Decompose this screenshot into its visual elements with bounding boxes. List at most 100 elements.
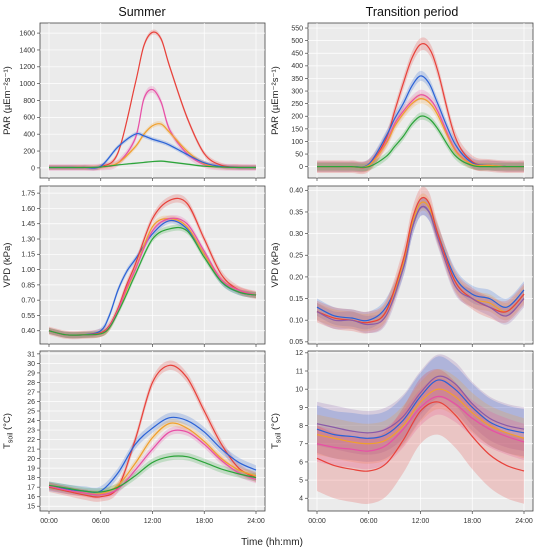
y-axis-label: PAR (µEm⁻²s⁻¹) [270, 66, 281, 135]
x-tick-label: 24:00 [515, 518, 533, 525]
y-tick-label: 250 [291, 101, 303, 108]
series-group [317, 37, 525, 175]
y-tick-label: 21 [27, 446, 35, 453]
y-tick-label: 16 [27, 494, 35, 501]
series-group [49, 29, 257, 171]
y-axis-label: Tsoil (°C) [2, 413, 15, 449]
y-tick-label: 0.25 [289, 253, 303, 260]
confidence-band-purple [317, 354, 524, 455]
confidence-band-orange [49, 419, 256, 499]
y-tick-label: 350 [291, 76, 303, 83]
y-tick-label: 27 [27, 389, 35, 396]
y-tick-label: 1.60 [21, 206, 35, 213]
y-tick-label: 25 [27, 408, 35, 415]
series-line-pink [316, 395, 525, 452]
y-tick-label: 11 [296, 368, 303, 375]
y-tick-label: 28 [27, 380, 35, 387]
x-tick-label: 12:00 [144, 518, 162, 525]
confidence-band-pink [317, 89, 524, 173]
confidence-band-green [317, 112, 524, 172]
gridlines [40, 186, 265, 344]
y-axis-label: VPD (kPa) [270, 243, 281, 288]
y-tick-label: 26 [27, 399, 35, 406]
y-tick-label: 0.30 [289, 231, 303, 238]
y-tick-label: 22 [27, 437, 35, 444]
y-tick-label: 17 [27, 485, 35, 492]
y-tick-label: 50 [295, 151, 303, 158]
y-tick-label: 0.70 [21, 298, 35, 305]
x-tick-label: 06:00 [92, 518, 110, 525]
y-tick-label: 0.55 [21, 313, 35, 320]
y-tick-label: 5 [299, 477, 303, 484]
confidence-band-red [317, 369, 524, 504]
y-tick-label: 1600 [19, 31, 35, 38]
y-tick-label: 0 [299, 164, 303, 171]
confidence-band-orange [317, 369, 524, 464]
y-tick-label: 0.10 [289, 318, 303, 325]
y-tick-label: 500 [291, 38, 303, 45]
panel-transition-tsoil: 4 5 6 7 8 9 10 11 12 00:00 06:00 12:00 18:00 24:00 Tso… [270, 350, 534, 525]
y-axis-label: VPD (kPa) [2, 243, 13, 288]
y-tick-label: 29 [27, 370, 35, 377]
x-axis-title: Time (hh:mm) [241, 537, 303, 548]
confidence-band-orange [317, 93, 524, 173]
y-tick-label: 200 [23, 148, 35, 155]
y-tick-label: 1.00 [21, 267, 35, 274]
panel-summer-tsoil: 15 16 17 18 19 20 21 22 23 24 25 26 27 28 29 30 31 00:00 0… [2, 350, 266, 525]
series-line-green [48, 226, 257, 336]
y-tick-label: 300 [291, 88, 303, 95]
y-tick-label: 18 [27, 475, 35, 482]
y-tick-label: 0 [31, 165, 35, 172]
series-group [48, 194, 257, 340]
confidence-band-blue [317, 356, 524, 462]
y-tick-label: 31 [27, 351, 35, 358]
x-tick-label: 06:00 [360, 518, 378, 525]
series-line-pink [48, 429, 257, 496]
y-tick-label: 0.35 [289, 209, 303, 216]
y-tick-label: 550 [291, 25, 303, 32]
confidence-band-red [317, 186, 524, 334]
y-tick-label: 20 [27, 456, 35, 463]
y-tick-label: 30 [27, 361, 35, 368]
y-tick-label: 0.15 [289, 296, 303, 303]
series-line-red [48, 364, 257, 498]
y-tick-label: 1400 [19, 47, 35, 54]
confidence-band-blue [317, 70, 524, 173]
y-tick-label: 200 [291, 114, 303, 121]
confidence-band-red [317, 37, 524, 175]
x-tick-label: 00:00 [40, 518, 58, 525]
series-group [316, 354, 525, 504]
series-line-red [316, 401, 525, 472]
series-group [316, 186, 525, 334]
y-tick-label: 1000 [19, 81, 35, 88]
y-tick-label: 1200 [19, 64, 35, 71]
y-tick-label: 1.75 [21, 191, 35, 198]
y-tick-label: 800 [23, 98, 35, 105]
y-tick-label: 400 [291, 63, 303, 70]
y-tick-label: 0.85 [21, 282, 35, 289]
x-tick-label: 12:00 [412, 518, 430, 525]
gridlines [308, 186, 533, 344]
y-axis-label: PAR (µEm⁻²s⁻¹) [2, 66, 13, 135]
confidence-band-purple [317, 197, 524, 334]
series-line-purple [316, 205, 525, 326]
confidence-band-green [49, 452, 256, 496]
x-tick-label: 24:00 [247, 518, 265, 525]
x-tick-label: 18:00 [463, 518, 481, 525]
y-tick-label: 24 [27, 418, 35, 425]
series-line-blue [316, 379, 525, 439]
series-line-green [317, 115, 524, 168]
y-axis-label: Tsoil (°C) [270, 413, 283, 449]
y-tick-label: 150 [291, 126, 303, 133]
y-tick-label: 0.40 [289, 188, 303, 195]
x-tick-label: 00:00 [308, 518, 326, 525]
y-tick-label: 450 [291, 51, 303, 58]
confidence-band-orange [317, 193, 524, 332]
panel-summer-par: 0 200 400 600 800 1000 1200 1400 1600 PAR (µEm⁻²s… [2, 22, 266, 181]
panel-transition-par: 0 50 100 150 200 250 300 350 400 450 500 550 PAR (µE… [270, 22, 534, 181]
y-tick-label: 23 [27, 427, 35, 434]
y-tick-label: 1.15 [21, 252, 35, 259]
x-tick-label: 18:00 [195, 518, 213, 525]
